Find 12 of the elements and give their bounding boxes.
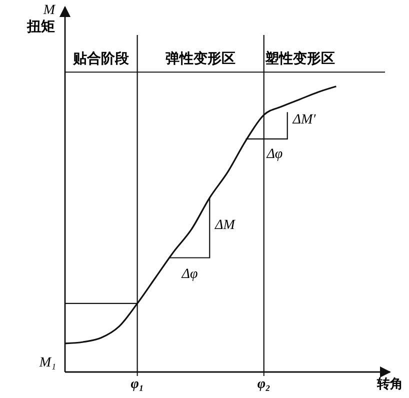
annotation: ΔM	[214, 218, 236, 234]
annotation: M₁	[38, 355, 56, 370]
text: 贴合阶段	[72, 51, 130, 68]
x-tick-label: φ₁	[130, 377, 144, 392]
text: 弹性变形区	[166, 50, 236, 68]
text: 塑性变形区	[264, 50, 336, 68]
x-axis-title: 转角	[376, 377, 403, 392]
y-axis-title: M 扭矩	[26, 3, 56, 35]
annotation: Δφ	[180, 266, 198, 282]
annotation: ΔM′	[292, 112, 317, 128]
annotation: Δφ	[266, 146, 283, 162]
x-tick-label: φ₂	[257, 377, 271, 392]
